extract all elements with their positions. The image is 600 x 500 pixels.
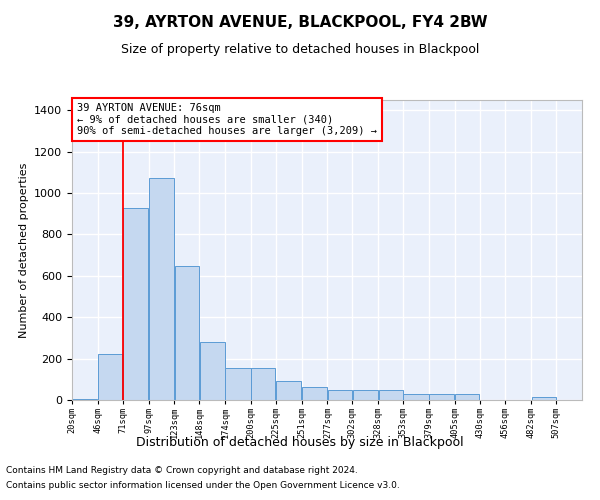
Bar bbox=[328, 390, 352, 400]
Text: 39, AYRTON AVENUE, BLACKPOOL, FY4 2BW: 39, AYRTON AVENUE, BLACKPOOL, FY4 2BW bbox=[113, 15, 487, 30]
Bar bbox=[200, 342, 225, 400]
Bar bbox=[302, 386, 327, 400]
Bar bbox=[175, 266, 199, 400]
Text: Distribution of detached houses by size in Blackpool: Distribution of detached houses by size … bbox=[136, 436, 464, 449]
Bar bbox=[123, 208, 148, 400]
Y-axis label: Number of detached properties: Number of detached properties bbox=[19, 162, 29, 338]
Text: Size of property relative to detached houses in Blackpool: Size of property relative to detached ho… bbox=[121, 42, 479, 56]
Bar bbox=[276, 382, 301, 400]
Bar bbox=[379, 390, 403, 400]
Bar bbox=[455, 394, 479, 400]
Bar bbox=[429, 394, 454, 400]
Bar bbox=[73, 399, 97, 400]
Bar bbox=[353, 390, 378, 400]
Bar bbox=[403, 394, 428, 400]
Bar bbox=[532, 397, 556, 400]
Text: Contains HM Land Registry data © Crown copyright and database right 2024.: Contains HM Land Registry data © Crown c… bbox=[6, 466, 358, 475]
Text: 39 AYRTON AVENUE: 76sqm
← 9% of detached houses are smaller (340)
90% of semi-de: 39 AYRTON AVENUE: 76sqm ← 9% of detached… bbox=[77, 103, 377, 136]
Bar bbox=[149, 178, 174, 400]
Bar bbox=[226, 368, 251, 400]
Text: Contains public sector information licensed under the Open Government Licence v3: Contains public sector information licen… bbox=[6, 481, 400, 490]
Bar bbox=[251, 368, 275, 400]
Bar bbox=[98, 354, 122, 400]
